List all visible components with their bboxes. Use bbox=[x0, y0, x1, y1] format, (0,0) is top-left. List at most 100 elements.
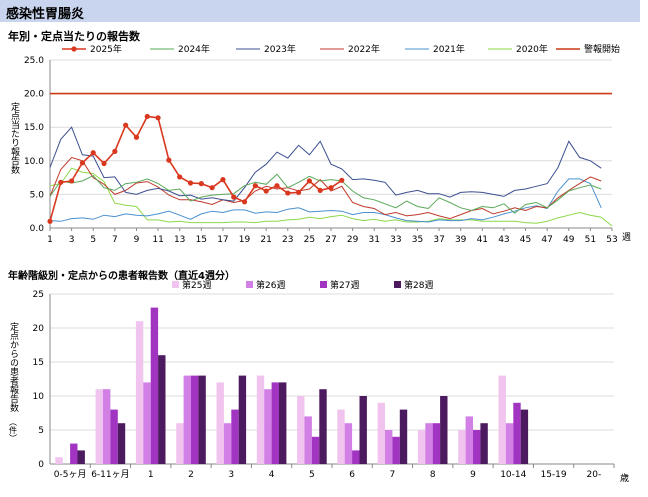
page-banner: 感染性胃腸炎 bbox=[0, 0, 640, 22]
bar-chart-bars bbox=[55, 307, 529, 464]
bar-第26週 bbox=[223, 423, 232, 464]
bar-chart-x-ticks: 0-5ヶ月 6-11ヶ月 1 2 3 4 5 6 7 8 9 10-14 15-19 20- bbox=[54, 469, 601, 480]
bar-第25週 bbox=[216, 382, 224, 464]
page-title: 感染性胃腸炎 bbox=[6, 7, 85, 22]
line-chart-x-tick-label: 51 bbox=[585, 235, 596, 245]
line-chart-y-tick-label: 10.0 bbox=[24, 157, 44, 167]
line-chart-x-tick-label: 41 bbox=[477, 235, 488, 245]
bar-第28週 bbox=[158, 355, 166, 464]
series-point-2025年 bbox=[144, 113, 150, 120]
line-chart-y-tick-label: 0.0 bbox=[30, 224, 45, 234]
series-point-2025年 bbox=[241, 199, 248, 205]
bar-第25週 bbox=[297, 396, 305, 464]
bar-chart-y-tick-label: 20 bbox=[33, 324, 45, 334]
bar-第27週 bbox=[473, 430, 481, 464]
bar-第27週 bbox=[271, 382, 279, 464]
series-line-2025年 bbox=[49, 115, 343, 222]
line-chart-x-tick-label: 45 bbox=[520, 235, 531, 245]
series-point-2025年 bbox=[112, 148, 118, 154]
line-chart-x-tick-label: 7 bbox=[112, 235, 118, 245]
bar-第28週 bbox=[77, 450, 85, 464]
series-point-2025年 bbox=[79, 160, 86, 166]
legend-label-2021年: 2021年 bbox=[433, 43, 465, 55]
bar-第26週 bbox=[344, 423, 353, 464]
bar-第27週 bbox=[513, 402, 521, 464]
bar-第27週 bbox=[191, 375, 199, 464]
bar-chart-x-axis-label: 歳 bbox=[620, 472, 629, 484]
series-point-2025年 bbox=[133, 134, 140, 140]
legend-label-2022年: 2022年 bbox=[348, 43, 380, 55]
line-chart-x-tick-label: 27 bbox=[325, 235, 336, 245]
bar-第25週 bbox=[55, 457, 63, 464]
series-point-2025年 bbox=[220, 177, 226, 183]
bar-chart-x-tick-label: 7 bbox=[390, 470, 396, 480]
bar-第26週 bbox=[425, 423, 433, 464]
series-point-2025年 bbox=[187, 180, 194, 186]
line-chart-x-tick-label: 43 bbox=[498, 235, 509, 245]
legend-label-2024年: 2024年 bbox=[178, 43, 210, 55]
series-point-2025年 bbox=[101, 160, 107, 167]
bar-chart-title: 年齢階級別・定点からの患者報告数（直近4週分） bbox=[8, 270, 235, 282]
bar-chart-x-tick-label: 2 bbox=[188, 470, 194, 480]
series-point-2025年 bbox=[155, 115, 161, 121]
line-chart-x-tick-label: 21 bbox=[260, 235, 271, 245]
line-chart-y-tick-label: 5.0 bbox=[30, 190, 45, 200]
line-chart-title: 年別・定点当たりの報告数 bbox=[8, 29, 141, 43]
series-point-2025年 bbox=[209, 185, 215, 191]
bar-第27週 bbox=[392, 436, 400, 464]
line-chart-x-tick-label: 39 bbox=[455, 235, 467, 245]
series-point-2025年 bbox=[231, 194, 237, 200]
bar-第26週 bbox=[304, 416, 312, 464]
bar-chart-x-tick-label: 5 bbox=[309, 470, 315, 480]
series-point-2025年 bbox=[306, 178, 312, 184]
legend-swatch-第26週 bbox=[246, 281, 253, 288]
series-point-2025年 bbox=[285, 190, 291, 196]
series-point-2025年 bbox=[274, 183, 280, 189]
bar-chart-x-tick-label: 4 bbox=[269, 470, 275, 480]
bar-chart-legend: 第25週 第26週 第27週 第28週 bbox=[172, 279, 433, 291]
legend-label-第25週: 第25週 bbox=[182, 279, 211, 291]
series-line-2022年 bbox=[49, 156, 602, 220]
series-point-2025年 bbox=[58, 179, 64, 185]
line-chart-x-tick-label: 19 bbox=[239, 235, 251, 245]
line-chart-x-tick-label: 53 bbox=[606, 235, 617, 245]
series-line-2020年 bbox=[49, 167, 613, 227]
bar-chart-x-tick-label: 6-11ヶ月 bbox=[91, 469, 129, 480]
series-point-2025年 bbox=[166, 157, 172, 163]
line-chart-x-tick-label: 47 bbox=[541, 235, 552, 245]
bar-第27週 bbox=[352, 450, 360, 464]
bar-第28週 bbox=[359, 396, 367, 464]
line-chart-y-tick-label: 25.0 bbox=[24, 56, 44, 66]
line-chart-x-tick-label: 3 bbox=[69, 235, 75, 245]
series-point-2025年 bbox=[252, 183, 258, 189]
line-chart-x-tick-label: 5 bbox=[90, 235, 96, 245]
line-chart-x-ticks: 1 3 5 7 9 11 13 15 17 19 21 23 25 27 29 31 33 35 37 39 41 43 4… bbox=[47, 228, 618, 245]
series-line-2023年 bbox=[49, 126, 602, 202]
line-chart-x-tick-label: 1 bbox=[47, 235, 53, 245]
bar-第28週 bbox=[480, 423, 488, 464]
line-chart-x-tick-label: 31 bbox=[369, 235, 380, 245]
legend-label-2023年: 2023年 bbox=[264, 43, 296, 55]
bar-第27週 bbox=[70, 443, 78, 464]
bar-第25週 bbox=[337, 409, 345, 464]
bar-第28週 bbox=[117, 423, 126, 464]
line-chart-legend: 2025年 2024年 2023年 2022年 2021年 2020年 警報開始 bbox=[62, 43, 620, 55]
bar-chart-x-tick-label: 9 bbox=[470, 470, 476, 480]
line-chart-y-axis-label: 定点当たり報告数 bbox=[9, 101, 20, 175]
legend-swatch-第28週 bbox=[394, 281, 401, 288]
line-chart-y-ticks: 0.0 5.0 10.0 15.0 20.0 25.0 bbox=[24, 56, 44, 234]
bar-第25週 bbox=[417, 430, 426, 464]
line-chart-x-tick-label: 23 bbox=[282, 235, 293, 245]
bar-第26週 bbox=[385, 430, 393, 464]
bar-chart-x-tick-label: 6 bbox=[349, 470, 355, 480]
line-chart-x-tick-label: 49 bbox=[563, 235, 575, 245]
bar-第25週 bbox=[498, 375, 506, 464]
bar-chart-y-tick-label: 15 bbox=[33, 358, 44, 368]
legend-label-警報開始: 警報開始 bbox=[584, 43, 620, 55]
bar-chart-y-axis-label: 定点からの患者報告数 bbox=[8, 321, 19, 413]
bar-第26週 bbox=[143, 382, 151, 464]
series-point-2025年 bbox=[177, 174, 183, 180]
line-chart-x-tick-label: 11 bbox=[152, 235, 163, 245]
